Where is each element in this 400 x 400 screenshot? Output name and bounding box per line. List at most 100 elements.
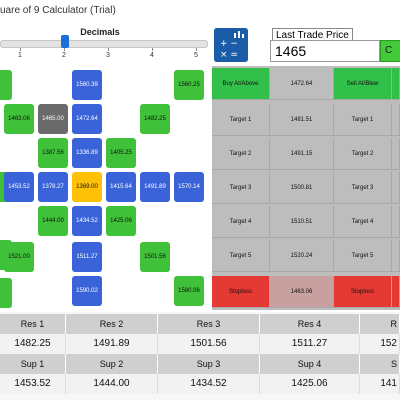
stoploss-label-sell: Stoploss bbox=[334, 276, 392, 308]
sup-4-value: 1425.06 bbox=[260, 374, 360, 394]
cell-1369-00[interactable]: 1369.00 bbox=[72, 172, 102, 202]
cell-1511-27[interactable]: 1511.27 bbox=[72, 242, 102, 272]
target-label: Target 1 bbox=[212, 104, 270, 136]
cell-1590-02[interactable]: 1590.02 bbox=[72, 276, 102, 306]
calculator-app-icon[interactable]: + − × = bbox=[214, 28, 248, 62]
res-4-value: 1511.27 bbox=[260, 334, 360, 354]
target-value: 1500.81 bbox=[270, 172, 334, 204]
grid-cell-partial[interactable] bbox=[0, 70, 12, 100]
target-label-sell: Target 3 bbox=[334, 172, 392, 204]
cell-1453-52[interactable]: 1453.52 bbox=[4, 172, 34, 202]
res-3-header: Res 3 bbox=[158, 314, 260, 334]
sup-2-value: 1444.00 bbox=[66, 374, 158, 394]
cell-1405-25[interactable]: 1405.25 bbox=[106, 138, 136, 168]
sup-5-value: 141 bbox=[360, 374, 400, 394]
cell-1482-25[interactable]: 1482.25 bbox=[140, 104, 170, 134]
decimals-slider-thumb[interactable] bbox=[61, 35, 69, 48]
target-label: Target 5 bbox=[212, 240, 270, 272]
window-title: uare of 9 Calculator (Trial) bbox=[0, 5, 116, 16]
target-label: Target 2 bbox=[212, 138, 270, 170]
cell-1387-56[interactable]: 1387.56 bbox=[38, 138, 68, 168]
cell-1434-52[interactable]: 1434.52 bbox=[72, 206, 102, 236]
stoploss-row: Stoploss 1463.06 Stoploss bbox=[212, 276, 400, 309]
cell-1580-06[interactable]: 1580.06 bbox=[174, 276, 204, 306]
tick-mark bbox=[196, 48, 197, 51]
targets-overflow bbox=[392, 172, 400, 204]
sup-1-header: Sup 1 bbox=[0, 354, 66, 374]
res-4-header: Res 4 bbox=[260, 314, 360, 334]
target-label-sell: Target 2 bbox=[334, 138, 392, 170]
calculate-button[interactable]: C bbox=[380, 40, 400, 62]
tick-mark bbox=[152, 48, 153, 51]
target-row-1: Target 1 1481.51 Target 1 bbox=[212, 104, 400, 137]
target-value: 1481.51 bbox=[270, 104, 334, 136]
tick-label-1: 1 bbox=[18, 52, 22, 59]
tick-label-5: 5 bbox=[194, 52, 198, 59]
cell-1415-64[interactable]: 1415.64 bbox=[106, 172, 136, 202]
cell-1491-89[interactable]: 1491.89 bbox=[140, 172, 170, 202]
last-trade-price-input[interactable]: 1465 bbox=[270, 40, 380, 62]
target-row-4: Target 4 1510.51 Target 4 bbox=[212, 206, 400, 239]
target-value: 1520.24 bbox=[270, 240, 334, 272]
decimals-label: Decimals bbox=[80, 27, 120, 37]
targets-header-row: Buy At/Above 1472.64 Sell At/Blew bbox=[212, 68, 400, 101]
cell-1463-06[interactable]: 1463.06 bbox=[4, 104, 34, 134]
calculator-icon: + − × = bbox=[214, 28, 248, 62]
res-1-value: 1482.25 bbox=[0, 334, 66, 354]
target-label-sell: Target 5 bbox=[334, 240, 392, 272]
tick-label-2: 2 bbox=[62, 52, 66, 59]
sup-3-value: 1434.52 bbox=[158, 374, 260, 394]
target-row-5: Target 5 1520.24 Target 5 bbox=[212, 240, 400, 273]
targets-overflow bbox=[392, 240, 400, 272]
tick-mark bbox=[108, 48, 109, 51]
tick-label-3: 3 bbox=[106, 52, 110, 59]
target-value: 1510.51 bbox=[270, 206, 334, 238]
target-row-3: Target 3 1500.81 Target 3 bbox=[212, 172, 400, 205]
target-label-sell: Target 1 bbox=[334, 104, 392, 136]
svg-text:+ −: + − bbox=[220, 39, 238, 49]
target-label: Target 4 bbox=[212, 206, 270, 238]
target-label-sell: Target 4 bbox=[334, 206, 392, 238]
cell-1444-00[interactable]: 1444.00 bbox=[38, 206, 68, 236]
targets-overflow bbox=[392, 206, 400, 238]
target-value: 1491.15 bbox=[270, 138, 334, 170]
tick-mark bbox=[20, 48, 21, 51]
title-bar: uare of 9 Calculator (Trial) bbox=[0, 0, 400, 25]
targets-overflow bbox=[392, 276, 400, 308]
res-2-value: 1491.89 bbox=[66, 334, 158, 354]
stoploss-value: 1463.06 bbox=[270, 276, 334, 308]
res-3-value: 1501.56 bbox=[158, 334, 260, 354]
stoploss-label: Stoploss bbox=[212, 276, 270, 308]
targets-overflow bbox=[392, 68, 400, 100]
targets-overflow bbox=[392, 104, 400, 136]
res-1-header: Res 1 bbox=[0, 314, 66, 334]
cell-1570-14[interactable]: 1570.14 bbox=[174, 172, 204, 202]
target-row-2: Target 2 1491.15 Target 2 bbox=[212, 138, 400, 171]
sup-5-header: S bbox=[360, 354, 400, 374]
cell-1560-39[interactable]: 1560.39 bbox=[72, 70, 102, 100]
cell-1336-89[interactable]: 1336.89 bbox=[72, 138, 102, 168]
res-2-header: Res 2 bbox=[66, 314, 158, 334]
res-5-header: R bbox=[360, 314, 400, 334]
tick-mark bbox=[64, 48, 65, 51]
cell-1472-64[interactable]: 1472.64 bbox=[72, 104, 102, 134]
cell-1425-06[interactable]: 1425.06 bbox=[106, 206, 136, 236]
sell-below-label: Sell At/Blew bbox=[334, 68, 392, 100]
target-label: Target 3 bbox=[212, 172, 270, 204]
sup-3-header: Sup 3 bbox=[158, 354, 260, 374]
targets-overflow bbox=[392, 138, 400, 170]
res-5-value: 152 bbox=[360, 334, 400, 354]
decimals-slider-track[interactable] bbox=[0, 40, 208, 48]
svg-text:× =: × = bbox=[220, 50, 238, 60]
cell-1560-25[interactable]: 1560.25 bbox=[174, 70, 204, 100]
sup-1-value: 1453.52 bbox=[0, 374, 66, 394]
tick-label-4: 4 bbox=[150, 52, 154, 59]
cell-1378-27[interactable]: 1378.27 bbox=[38, 172, 68, 202]
grid-cell-partial[interactable] bbox=[0, 278, 12, 308]
cell-1521-00[interactable]: 1521.00 bbox=[4, 242, 34, 272]
cell-1465-00[interactable]: 1465.00 bbox=[38, 104, 68, 134]
cell-1501-56[interactable]: 1501.56 bbox=[140, 242, 170, 272]
buy-above-price: 1472.64 bbox=[270, 68, 334, 100]
buy-above-label: Buy At/Above bbox=[212, 68, 270, 100]
sup-4-header: Sup 4 bbox=[260, 354, 360, 374]
